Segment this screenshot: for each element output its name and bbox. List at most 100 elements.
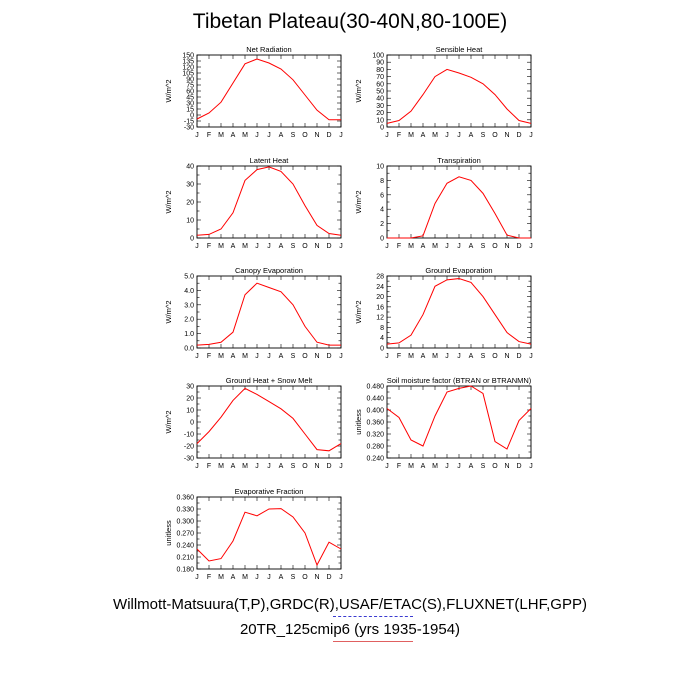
panel-9-xtick-label: O bbox=[302, 574, 308, 581]
panel-8-title: Soil moisture factor (BTRAN or BTRANMN) bbox=[387, 376, 532, 385]
panel-5-ytick-label: 4.0 bbox=[184, 288, 194, 295]
panel-7-xtick-label: O bbox=[302, 463, 308, 470]
panel-1-frame bbox=[196, 54, 342, 128]
panel-4-xtick-label: M bbox=[432, 243, 438, 250]
panel-3-xtick-label: J bbox=[195, 243, 199, 250]
panel-7-xtick-label: S bbox=[291, 463, 296, 470]
panel-6-ytick-label: 20 bbox=[376, 294, 384, 301]
panel-3-xtick-label: F bbox=[207, 243, 211, 250]
panel-2-xtick-label: D bbox=[516, 132, 521, 139]
panel-7-xtick-label: J bbox=[339, 463, 343, 470]
panel-3-ytick-label: 10 bbox=[186, 218, 194, 225]
panel-4-xtick-label: J bbox=[385, 243, 389, 250]
panel-9-xtick-label: J bbox=[195, 574, 199, 581]
panel-9-xtick-label: J bbox=[267, 574, 271, 581]
panel-7-series-line bbox=[196, 387, 342, 452]
panel-2-xtick-label: N bbox=[504, 132, 509, 139]
panel-1-ytick-label: 150 bbox=[182, 53, 194, 60]
panel-7-xtick-label: A bbox=[231, 463, 236, 470]
panel-3-xtick-label: S bbox=[291, 243, 296, 250]
panel-7-ytick-label: 10 bbox=[186, 408, 194, 415]
panel-4-xtick-label: A bbox=[421, 243, 426, 250]
panel-2-xtick-label: J bbox=[457, 132, 461, 139]
panel-1-xtick-label: A bbox=[231, 132, 236, 139]
panel-4-xtick-label: S bbox=[481, 243, 486, 250]
panel-2-xtick-label: M bbox=[408, 132, 414, 139]
panel-6-ytick-label: 4 bbox=[380, 335, 384, 342]
panel-4-series-line bbox=[387, 176, 531, 239]
panel-9-xtick-label: F bbox=[207, 574, 211, 581]
footer-line-1: Willmott-Matsuura(T,P),GRDC(R),USAF/ETAC… bbox=[113, 596, 587, 613]
panel-1-title: Net Radiation bbox=[246, 45, 291, 54]
panel-3-xtick-label: D bbox=[326, 243, 331, 250]
panel-9-xtick-label: J bbox=[255, 574, 259, 581]
panel-2-ytick-label: 0 bbox=[380, 125, 384, 132]
panel-3-ytick-label: 0 bbox=[190, 236, 194, 243]
panel-8-frame bbox=[386, 385, 532, 459]
panel-8-xtick-label: D bbox=[516, 463, 521, 470]
panel-1-xtick-label: N bbox=[314, 132, 319, 139]
panel-7-xtick-label: J bbox=[195, 463, 199, 470]
panel-8-ytick-label: 0.320 bbox=[366, 432, 384, 439]
panel-4-title: Transpiration bbox=[437, 156, 481, 165]
panel-8-ytick-label: 0.480 bbox=[366, 384, 384, 391]
panel-1-ytick-label: 120 bbox=[182, 65, 194, 72]
panel-2-ytick-label: 40 bbox=[376, 96, 384, 103]
panel-2-ytick-label: 50 bbox=[376, 89, 384, 96]
panel-2-series-line bbox=[386, 68, 532, 124]
panel-6-xtick-label: N bbox=[504, 353, 509, 360]
panel-9-ytick-label: 0.270 bbox=[176, 531, 194, 538]
panel-2-ytick-label: 60 bbox=[376, 81, 384, 88]
panel-7-xtick-label: F bbox=[207, 463, 211, 470]
panel-8-xtick-label: S bbox=[481, 463, 486, 470]
panel-5-series-line bbox=[196, 282, 341, 346]
panel-5-ytick-label: 1.0 bbox=[184, 331, 194, 338]
panel-5-ytick-label: 3.0 bbox=[184, 302, 194, 309]
panel-1-xtick-label: A bbox=[279, 132, 284, 139]
panel-9-xtick-label: M bbox=[218, 574, 224, 581]
panel-1-ytick-label: 15 bbox=[186, 107, 194, 114]
legend-line-1 bbox=[333, 616, 413, 617]
panel-8-xtick-label: J bbox=[457, 463, 461, 470]
panel-8-xtick-label: F bbox=[397, 463, 401, 470]
panel-9-ytick-label: 0.180 bbox=[176, 567, 194, 574]
panel-5-xtick-label: O bbox=[302, 353, 308, 360]
panel-6-xtick-label: J bbox=[385, 353, 389, 360]
panel-9-xtick-label: M bbox=[242, 574, 248, 581]
panel-4-xtick-label: F bbox=[397, 243, 401, 250]
panel-2-xtick-label: A bbox=[421, 132, 426, 139]
panel-7-xtick-label: M bbox=[242, 463, 248, 470]
panel-2-title: Sensible Heat bbox=[436, 45, 484, 54]
panel-6-xtick-label: O bbox=[492, 353, 498, 360]
panel-5-title: Canopy Evaporation bbox=[235, 266, 303, 275]
panel-8-xtick-label: J bbox=[529, 463, 533, 470]
panel-9-series-line bbox=[196, 508, 342, 567]
panel-3-xtick-label: A bbox=[279, 243, 284, 250]
panel-6-title: Ground Evaporation bbox=[425, 266, 492, 275]
panel-2-xtick-label: M bbox=[432, 132, 438, 139]
panel-7-xtick-label: J bbox=[255, 463, 259, 470]
panel-6-series-line bbox=[386, 278, 532, 345]
panel-6-ytick-label: 24 bbox=[376, 284, 384, 291]
panel-5-xtick-label: M bbox=[242, 353, 248, 360]
panel-9-xtick-label: N bbox=[314, 574, 319, 581]
panel-9-ylabel: unitless bbox=[164, 520, 173, 546]
panel-9-title: Evaporative Fraction bbox=[235, 487, 304, 496]
panel-3-xtick-label: J bbox=[267, 243, 271, 250]
panel-5-xtick-label: J bbox=[267, 353, 271, 360]
panel-4-ylabel: W/m^2 bbox=[354, 190, 363, 213]
panel-1-ytick-label: 90 bbox=[186, 77, 194, 84]
panel-6-xtick-label: J bbox=[457, 353, 461, 360]
panel-7-xtick-label: D bbox=[326, 463, 331, 470]
panel-7-frame bbox=[196, 385, 342, 459]
panel-3-xtick-label: J bbox=[339, 243, 343, 250]
panel-3-xtick-label: N bbox=[314, 243, 319, 250]
panel-6-xtick-label: A bbox=[469, 353, 474, 360]
panel-7-ytick-label: 20 bbox=[186, 396, 194, 403]
panel-2-xtick-label: O bbox=[492, 132, 498, 139]
panel-5-ytick-label: 0.0 bbox=[184, 346, 194, 353]
panel-4-xtick-label: J bbox=[445, 243, 449, 250]
panel-9-xtick-label: D bbox=[326, 574, 331, 581]
panel-9-xtick-label: S bbox=[291, 574, 296, 581]
panel-2-xtick-label: J bbox=[385, 132, 389, 139]
